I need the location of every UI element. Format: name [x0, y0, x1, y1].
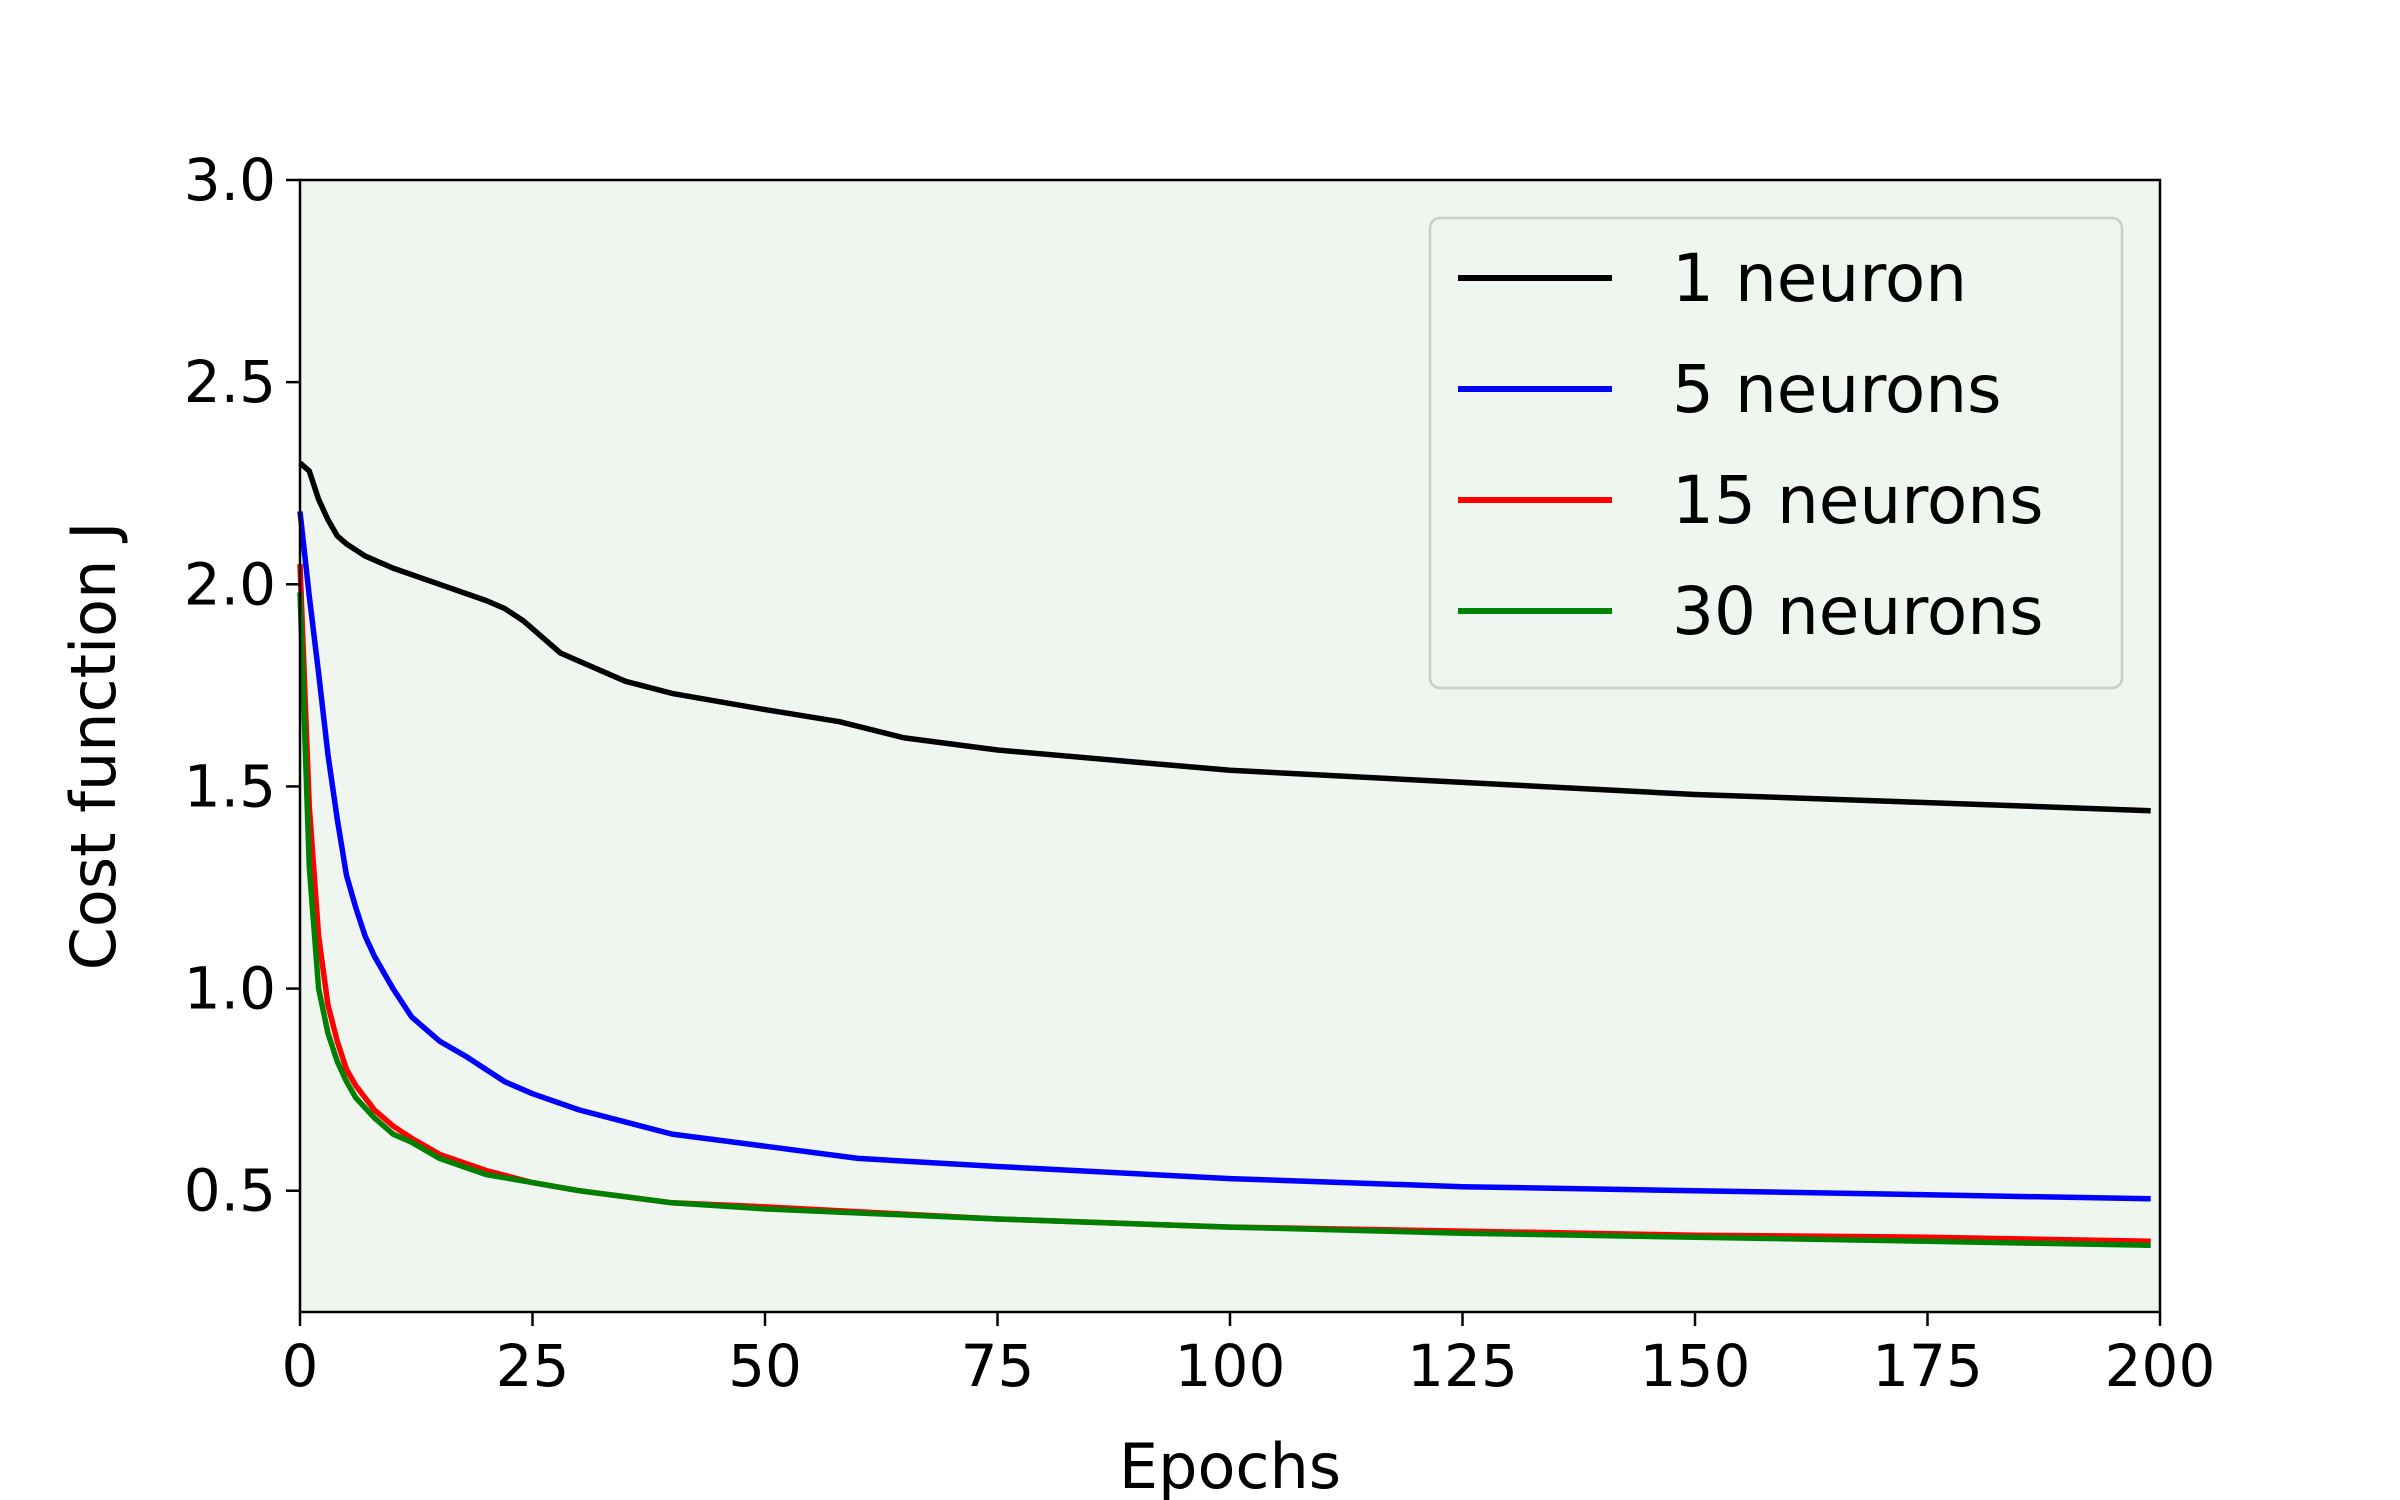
x-tick-label: 125: [1407, 1332, 1518, 1400]
legend-label: 5 neurons: [1672, 351, 2002, 428]
legend-label: 30 neurons: [1672, 573, 2044, 650]
x-tick-label: 150: [1640, 1332, 1751, 1400]
series-layer: [297, 460, 2151, 1249]
x-tick-label: 100: [1175, 1332, 1286, 1400]
y-axis-ticks: 0.5 1.0 1.5 2.0 2.5 3.0: [184, 146, 300, 1225]
legend-label: 15 neurons: [1672, 462, 2044, 539]
y-tick-label: 0.5: [184, 1157, 276, 1225]
legend: 1 neuron 5 neurons 15 neurons 30 neurons: [1428, 216, 2124, 690]
y-tick-label: 1.5: [184, 752, 276, 820]
x-tick-label: 50: [728, 1332, 802, 1400]
y-tick-label: 2.0: [184, 550, 276, 618]
legend-label: 1 neuron: [1672, 240, 1967, 317]
x-tick-label: 200: [2105, 1332, 2216, 1400]
x-tick-label: 175: [1872, 1332, 1983, 1400]
series-line-5-neurons: [297, 511, 2151, 1202]
x-tick-label: 25: [496, 1332, 570, 1400]
x-axis-ticks: 0 25 50 75 100 125 150 175 200: [282, 1312, 2216, 1400]
legend-box: [1428, 216, 2124, 690]
y-tick-label: 3.0: [184, 146, 276, 214]
series-line-30-neurons: [297, 592, 2151, 1249]
x-axis-label: Epochs: [1119, 1430, 1341, 1500]
series-line-1-neuron: [298, 460, 2151, 814]
x-tick-label: 0: [282, 1332, 319, 1400]
y-tick-label: 2.5: [184, 348, 276, 416]
y-tick-label: 1.0: [184, 955, 276, 1023]
x-tick-label: 75: [961, 1332, 1035, 1400]
y-axis-label: Cost function J: [57, 522, 130, 971]
